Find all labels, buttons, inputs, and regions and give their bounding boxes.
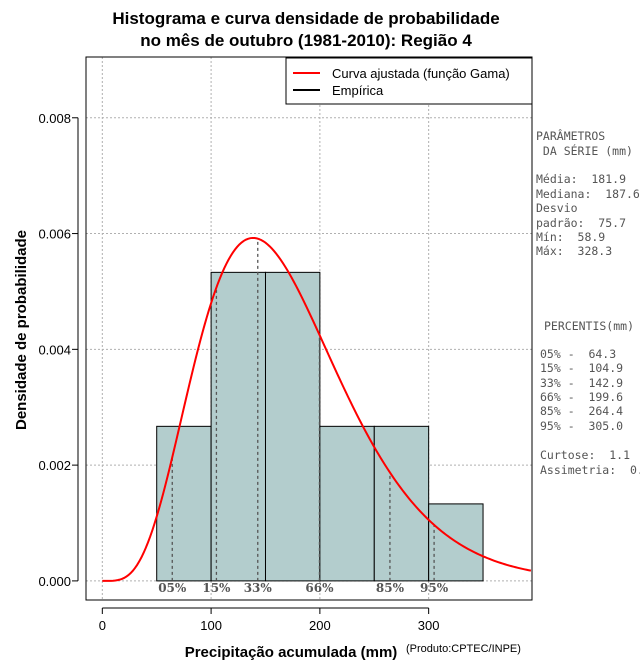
percentile-label: 85% [376, 581, 405, 595]
percentile-66: 66% - 199.6 [540, 390, 623, 404]
fitted-gamma-curve [102, 236, 532, 582]
stat-min: Mín: 58.9 [536, 230, 605, 244]
stat-media: Média: 181.9 [536, 172, 626, 186]
legend: Curva ajustada (função Gama) Empírica [285, 57, 533, 105]
histogram-bar [156, 425, 212, 582]
x-axis: 0 100 200 300 [99, 607, 440, 633]
y-tick-label: 0.004 [38, 342, 71, 357]
percentile-label: 05% [158, 581, 187, 595]
x-tick-label: 200 [309, 618, 331, 633]
percentile-label: 33% [244, 581, 273, 595]
percentile-95: 95% - 305.0 [540, 419, 623, 433]
chart-title-line1: Histograma e curva densidade de probabil… [112, 9, 499, 28]
stat-desvio-2: padrão: 75.7 [536, 216, 626, 230]
percentile-33: 33% - 142.9 [540, 376, 623, 390]
legend-box [285, 57, 533, 105]
stat-mediana: Mediana: 187.6 [536, 187, 640, 201]
percentile-labels: 05% 15% 33% 66% 85% 95% [158, 581, 449, 595]
stat-assimetria: Assimetria: 0.2 [540, 463, 640, 477]
stat-desvio-1: Desvio [536, 201, 578, 215]
stat-max: Máx: 328.3 [536, 244, 612, 258]
x-axis-label: Precipitação acumulada (mm) [185, 644, 398, 660]
y-tick-label: 0.000 [38, 574, 71, 589]
y-axis-label: Densidade de probabilidade [13, 230, 30, 430]
percentile-05: 05% - 64.3 [540, 347, 616, 361]
y-tick-label: 0.006 [38, 227, 71, 242]
params-title-1: PARÂMETROS [536, 128, 605, 143]
percentile-15: 15% - 104.9 [540, 361, 623, 375]
stats-panel: PARÂMETROS DA SÉRIE (mm) Média: 181.9 Me… [536, 128, 640, 477]
percentile-85: 85% - 264.4 [540, 404, 623, 418]
percentis-title: PERCENTIS(mm) [544, 319, 634, 333]
params-title-2: DA SÉRIE (mm) [536, 143, 633, 158]
chart-title-line2: no mês de outubro (1981-2010): Região 4 [140, 31, 472, 50]
histogram-bar [373, 425, 430, 582]
percentile-lines [171, 238, 435, 581]
y-tick-label: 0.002 [38, 458, 71, 473]
plot-frame [85, 56, 533, 601]
histogram-bar [319, 425, 375, 582]
percentile-label: 15% [202, 581, 231, 595]
credit-text: (Produto:CPTEC/INPE) [406, 643, 521, 655]
y-axis: 0.000 0.002 0.004 0.006 0.008 [38, 111, 79, 589]
percentile-label: 95% [420, 581, 449, 595]
legend-label-empirical: Empírica [332, 83, 384, 98]
x-tick-label: 300 [418, 618, 440, 633]
percentile-label: 66% [305, 581, 334, 595]
histogram-bar [210, 271, 266, 582]
y-tick-label: 0.008 [38, 111, 71, 126]
x-tick-label: 100 [200, 618, 222, 633]
legend-label-fitted: Curva ajustada (função Gama) [332, 66, 510, 81]
x-tick-label: 0 [99, 618, 106, 633]
stat-curtose: Curtose: 1.1 [540, 448, 630, 462]
